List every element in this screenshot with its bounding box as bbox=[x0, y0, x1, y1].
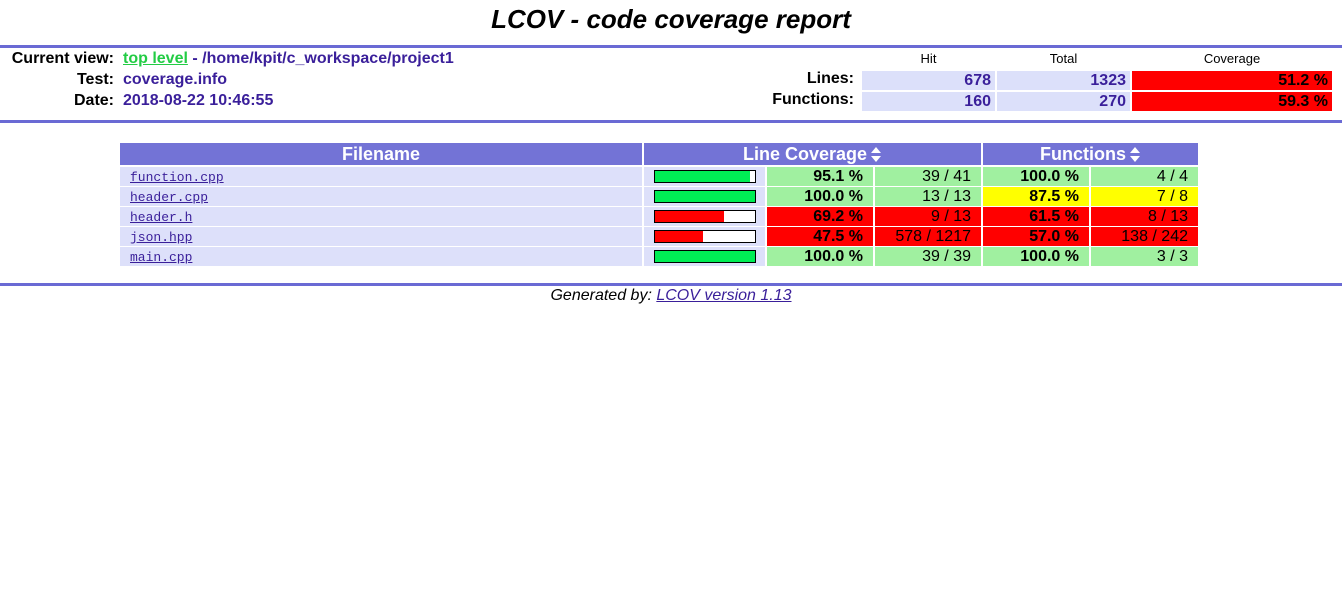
current-view-label: Current view: bbox=[11, 50, 114, 67]
sort-icon[interactable] bbox=[871, 147, 882, 163]
file-link[interactable]: main.cpp bbox=[130, 250, 193, 265]
coverage-bar-fill bbox=[655, 231, 703, 242]
filename-cell: header.h bbox=[120, 207, 642, 226]
filename-cell: json.hpp bbox=[120, 227, 642, 246]
function-coverage-count: 7 / 8 bbox=[1091, 187, 1198, 206]
filename-cell: function.cpp bbox=[120, 167, 642, 186]
function-coverage-percent: 100.0 % bbox=[983, 167, 1089, 186]
header-divider bbox=[0, 120, 1342, 123]
date-label: Date: bbox=[73, 92, 114, 109]
date-value: 2018-08-22 10:46:55 bbox=[123, 92, 274, 109]
lines-hit: 678 bbox=[862, 71, 995, 90]
function-coverage-count: 8 / 13 bbox=[1091, 207, 1198, 226]
coverage-bar-cell bbox=[644, 207, 765, 226]
coverage-bar-fill bbox=[655, 251, 755, 262]
hit-header: Hit bbox=[920, 51, 937, 66]
test-label: Test: bbox=[76, 71, 114, 88]
top-level-link[interactable]: top level bbox=[123, 50, 188, 67]
filename-header[interactable]: Filename bbox=[120, 143, 642, 165]
coverage-bar-cell bbox=[644, 247, 765, 266]
file-link[interactable]: function.cpp bbox=[130, 170, 224, 185]
filename-cell: main.cpp bbox=[120, 247, 642, 266]
footer: Generated by: LCOV version 1.13 bbox=[0, 287, 1342, 305]
lines-total: 1323 bbox=[997, 71, 1130, 90]
function-coverage-percent: 57.0 % bbox=[983, 227, 1089, 246]
coverage-bar-cell bbox=[644, 187, 765, 206]
file-link[interactable]: header.cpp bbox=[130, 190, 209, 205]
coverage-header: Coverage bbox=[1203, 51, 1261, 66]
coverage-bar bbox=[654, 250, 756, 263]
line-coverage-count: 9 / 13 bbox=[875, 207, 981, 226]
line-coverage-percent: 69.2 % bbox=[767, 207, 873, 226]
function-coverage-count: 4 / 4 bbox=[1091, 167, 1198, 186]
top-divider bbox=[0, 45, 1342, 48]
coverage-bar-fill bbox=[655, 211, 724, 222]
lcov-version-link[interactable]: LCOV version 1.13 bbox=[656, 287, 792, 304]
bottom-divider bbox=[0, 283, 1342, 286]
lines-label: Lines: bbox=[806, 70, 854, 87]
current-view-path: /home/kpit/c_workspace/project1 bbox=[202, 50, 454, 67]
function-coverage-count: 138 / 242 bbox=[1091, 227, 1198, 246]
footer-prefix: Generated by: bbox=[550, 287, 657, 304]
line-coverage-count: 13 / 13 bbox=[875, 187, 981, 206]
sort-icon[interactable] bbox=[1130, 147, 1141, 163]
file-link[interactable]: json.hpp bbox=[130, 230, 193, 245]
function-coverage-count: 3 / 3 bbox=[1091, 247, 1198, 266]
line-coverage-header[interactable]: Line Coverage bbox=[644, 143, 981, 165]
file-link[interactable]: header.h bbox=[130, 210, 193, 225]
total-header: Total bbox=[1049, 51, 1078, 66]
line-coverage-percent: 47.5 % bbox=[767, 227, 873, 246]
function-coverage-percent: 100.0 % bbox=[983, 247, 1089, 266]
line-coverage-count: 39 / 39 bbox=[875, 247, 981, 266]
coverage-bar-cell bbox=[644, 167, 765, 186]
test-value: coverage.info bbox=[123, 71, 228, 88]
test-row: Test: coverage.info bbox=[0, 70, 900, 90]
function-coverage-percent: 87.5 % bbox=[983, 187, 1089, 206]
coverage-bar-fill bbox=[655, 191, 755, 202]
current-view-row: Current view: top level - /home/kpit/c_w… bbox=[0, 49, 900, 69]
functions-total: 270 bbox=[997, 92, 1130, 111]
line-coverage-percent: 95.1 % bbox=[767, 167, 873, 186]
functions-hit: 160 bbox=[862, 92, 995, 111]
current-view-sep: - bbox=[187, 50, 203, 67]
page-title: LCOV - code coverage report bbox=[491, 4, 851, 34]
line-coverage-percent: 100.0 % bbox=[767, 187, 873, 206]
line-coverage-count: 578 / 1217 bbox=[875, 227, 981, 246]
coverage-bar-cell bbox=[644, 227, 765, 246]
line-coverage-percent: 100.0 % bbox=[767, 247, 873, 266]
coverage-bar bbox=[654, 190, 756, 203]
line-coverage-count: 39 / 41 bbox=[875, 167, 981, 186]
function-coverage-percent: 61.5 % bbox=[983, 207, 1089, 226]
filename-cell: header.cpp bbox=[120, 187, 642, 206]
lines-coverage: 51.2 % bbox=[1132, 71, 1332, 90]
date-row: Date: 2018-08-22 10:46:55 bbox=[0, 91, 900, 111]
coverage-bar bbox=[654, 210, 756, 223]
functions-label: Functions: bbox=[772, 91, 854, 108]
current-view-value: top level - /home/kpit/c_workspace/proje… bbox=[123, 49, 454, 69]
functions-header[interactable]: Functions bbox=[983, 143, 1198, 165]
coverage-bar bbox=[654, 230, 756, 243]
functions-coverage: 59.3 % bbox=[1132, 92, 1332, 111]
coverage-bar-fill bbox=[655, 171, 750, 182]
coverage-bar bbox=[654, 170, 756, 183]
